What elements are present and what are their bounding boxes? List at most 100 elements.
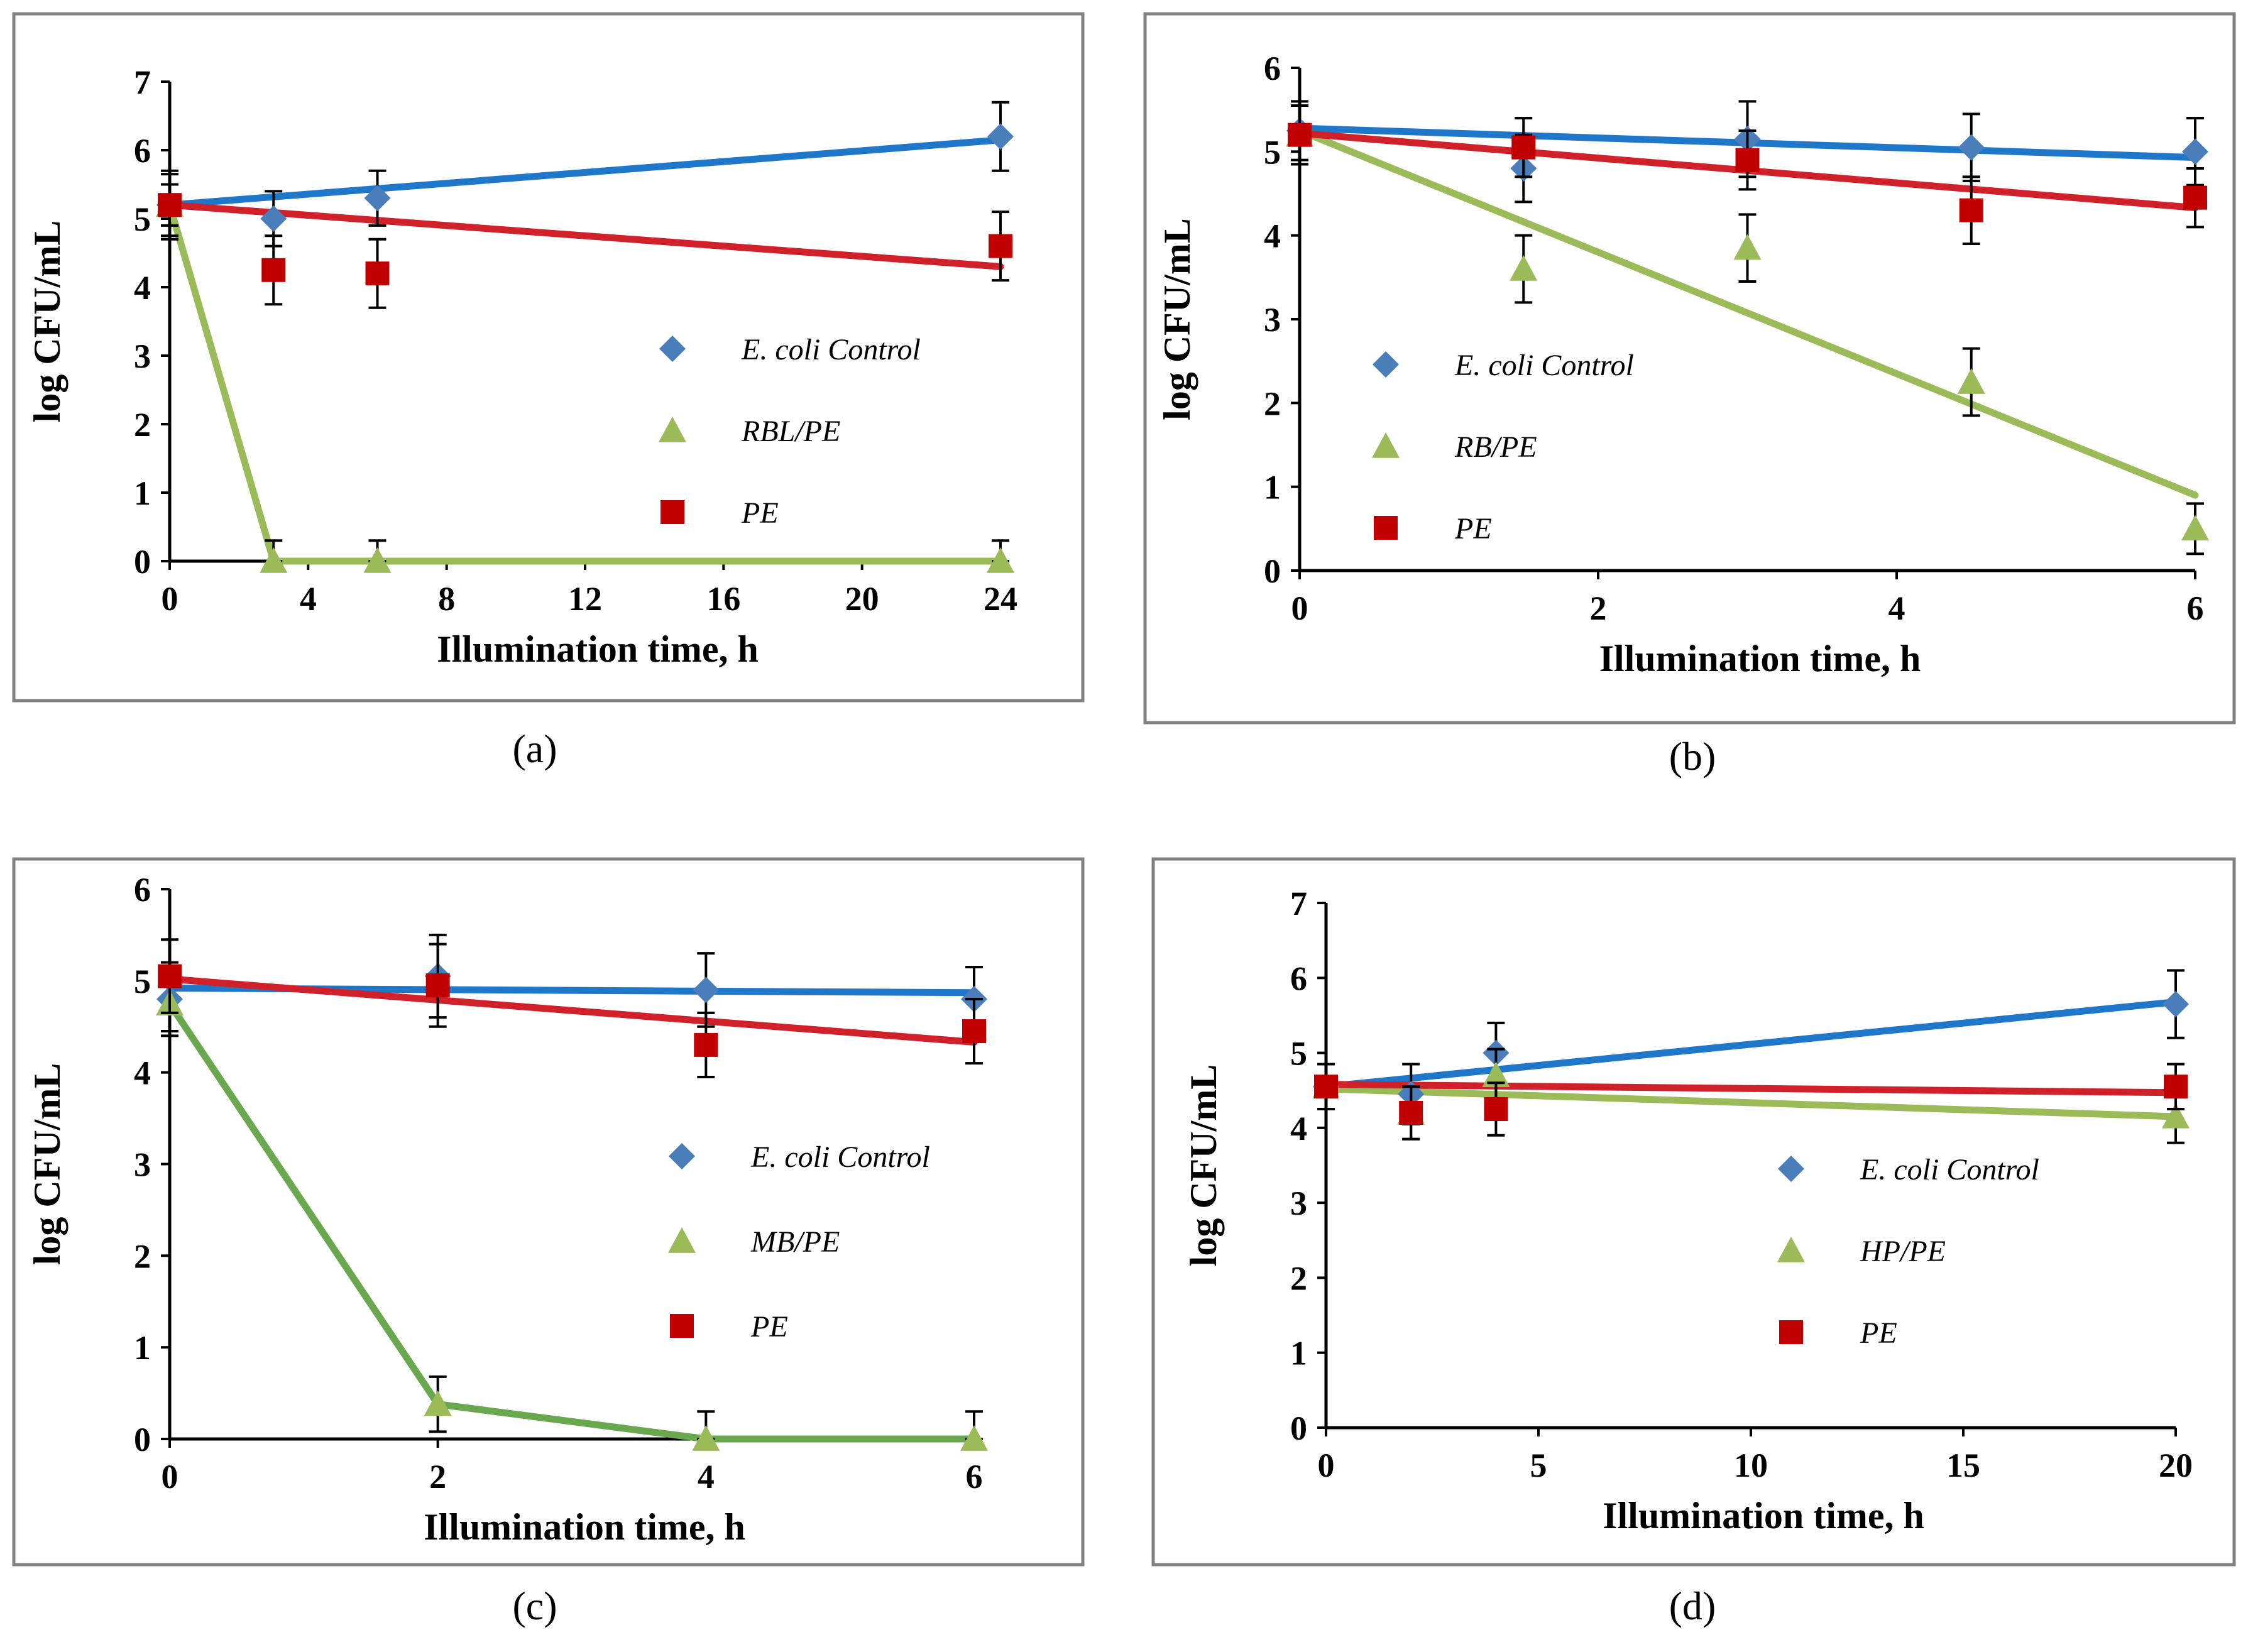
data-point-treated — [260, 547, 288, 573]
data-point-treated — [424, 1390, 452, 1416]
legend-label-control: E. coli Control — [1860, 1153, 2039, 1186]
data-point-pe — [989, 234, 1012, 258]
legend-marker-treated — [659, 417, 686, 442]
fit-line-pe — [1322, 1081, 2179, 1097]
data-point-pe — [1399, 1101, 1423, 1125]
y-tick-label: 2 — [1264, 385, 1281, 422]
y-tick-label: 0 — [134, 543, 151, 581]
data-point-control — [693, 976, 720, 1004]
data-point-treated — [363, 547, 392, 573]
y-tick-label: 2 — [1290, 1259, 1307, 1297]
legend-marker-treated — [1372, 432, 1400, 458]
legend-label-control: E. coli Control — [741, 333, 921, 366]
data-point-pe — [1959, 198, 1983, 222]
legend-marker-treated — [1777, 1237, 1805, 1262]
y-tick-label: 6 — [1290, 960, 1307, 997]
legend-marker-treated — [668, 1227, 696, 1253]
data-point-control — [1958, 134, 1985, 161]
data-point-pe — [365, 261, 390, 286]
data-point-pe — [1511, 135, 1536, 160]
x-axis-title: Illumination time, h — [1603, 1495, 1924, 1536]
data-point-treated — [2162, 1102, 2190, 1129]
x-tick-label: 4 — [698, 1458, 715, 1496]
y-tick-label: 3 — [1264, 301, 1281, 339]
x-tick-label: 12 — [568, 580, 602, 618]
x-axis-title: Illumination time, h — [437, 628, 759, 670]
legend-label-control: E. coli Control — [1454, 349, 1634, 382]
y-tick-label: 1 — [134, 1329, 151, 1367]
data-point-pe — [962, 1019, 986, 1044]
data-point-pe — [158, 193, 182, 217]
y-tick-label: 4 — [1290, 1110, 1307, 1147]
y-axis-title: log CFU/mL — [26, 1063, 68, 1266]
legend-label-control: E. coli Control — [750, 1141, 930, 1174]
panel-frame — [1151, 857, 2236, 1567]
panel-caption: (b) — [1669, 734, 1716, 779]
legend-marker-pe — [1374, 516, 1398, 540]
y-tick-label: 4 — [134, 269, 151, 307]
fit-line-pe — [166, 975, 978, 1046]
y-tick-label: 6 — [1264, 50, 1281, 87]
data-point-treated — [2181, 515, 2209, 541]
fit-line-control — [166, 136, 1004, 209]
x-tick-label: 0 — [1291, 589, 1308, 627]
data-point-pe — [261, 258, 286, 282]
panel-frame — [12, 12, 1085, 703]
y-tick-label: 5 — [1264, 133, 1281, 171]
x-tick-label: 0 — [162, 580, 178, 618]
data-point-control — [364, 185, 391, 212]
y-tick-label: 3 — [134, 1146, 151, 1184]
legend-label-treated: MB/PE — [750, 1225, 840, 1259]
legend-marker-control — [659, 336, 686, 362]
x-tick-label: 10 — [1734, 1447, 1768, 1484]
x-tick-label: 6 — [966, 1458, 983, 1496]
panel-c: 0 1 2 3 4 5 6 0 2 4 6 Illumination time, h log CFU/m… — [12, 857, 1085, 1628]
x-tick-label: 5 — [1530, 1447, 1547, 1484]
panel-caption: (d) — [1669, 1584, 1716, 1628]
legend-marker-control — [1373, 351, 1399, 378]
y-tick-label: 5 — [1290, 1035, 1307, 1073]
y-tick-label: 7 — [1290, 885, 1307, 922]
data-point-treated — [960, 1425, 988, 1451]
data-point-pe — [2164, 1075, 2188, 1099]
data-point-pe — [1735, 148, 1760, 172]
panel-d: 0 1 2 3 4 5 6 7 0 5 10 15 20 Illumination time, h log … — [1151, 857, 2236, 1628]
legend-label-treated: RBL/PE — [741, 415, 840, 448]
data-point-treated — [1482, 1061, 1510, 1088]
panel-caption: (a) — [512, 726, 557, 771]
legend-label-pe: PE — [750, 1310, 788, 1343]
legend-label-pe: PE — [1454, 512, 1492, 545]
y-axis-title: log CFU/mL — [26, 221, 68, 423]
x-tick-label: 15 — [1946, 1447, 1980, 1484]
x-tick-label: 20 — [845, 580, 879, 618]
data-point-treated — [1510, 255, 1538, 281]
data-point-treated — [1733, 234, 1762, 260]
legend-marker-pe — [670, 1314, 694, 1338]
legend-marker-pe — [1779, 1320, 1803, 1344]
y-tick-label: 6 — [134, 132, 151, 170]
data-point-control — [2163, 991, 2189, 1018]
legend-label-pe: PE — [741, 496, 779, 530]
data-point-pe — [1484, 1097, 1508, 1122]
panel-frame — [1143, 12, 2236, 725]
data-point-control — [2182, 138, 2208, 165]
fit-line-treated — [1322, 1085, 2179, 1120]
data-point-pe — [2183, 185, 2207, 210]
x-tick-label: 4 — [300, 580, 317, 618]
legend-label-pe: PE — [1860, 1316, 1897, 1350]
legend-marker-control — [669, 1143, 695, 1169]
fit-line-treated — [166, 1000, 978, 1443]
data-point-treated — [987, 547, 1014, 573]
x-tick-label: 4 — [1888, 589, 1905, 627]
legend-label-treated: RB/PE — [1454, 430, 1537, 464]
y-tick-label: 4 — [1264, 217, 1281, 255]
y-tick-label: 6 — [134, 871, 151, 909]
y-tick-label: 3 — [1290, 1184, 1307, 1222]
y-axis-title: log CFU/mL — [1156, 218, 1198, 420]
y-tick-label: 5 — [134, 963, 151, 1000]
data-point-pe — [425, 973, 450, 998]
data-point-pe — [1288, 123, 1312, 147]
